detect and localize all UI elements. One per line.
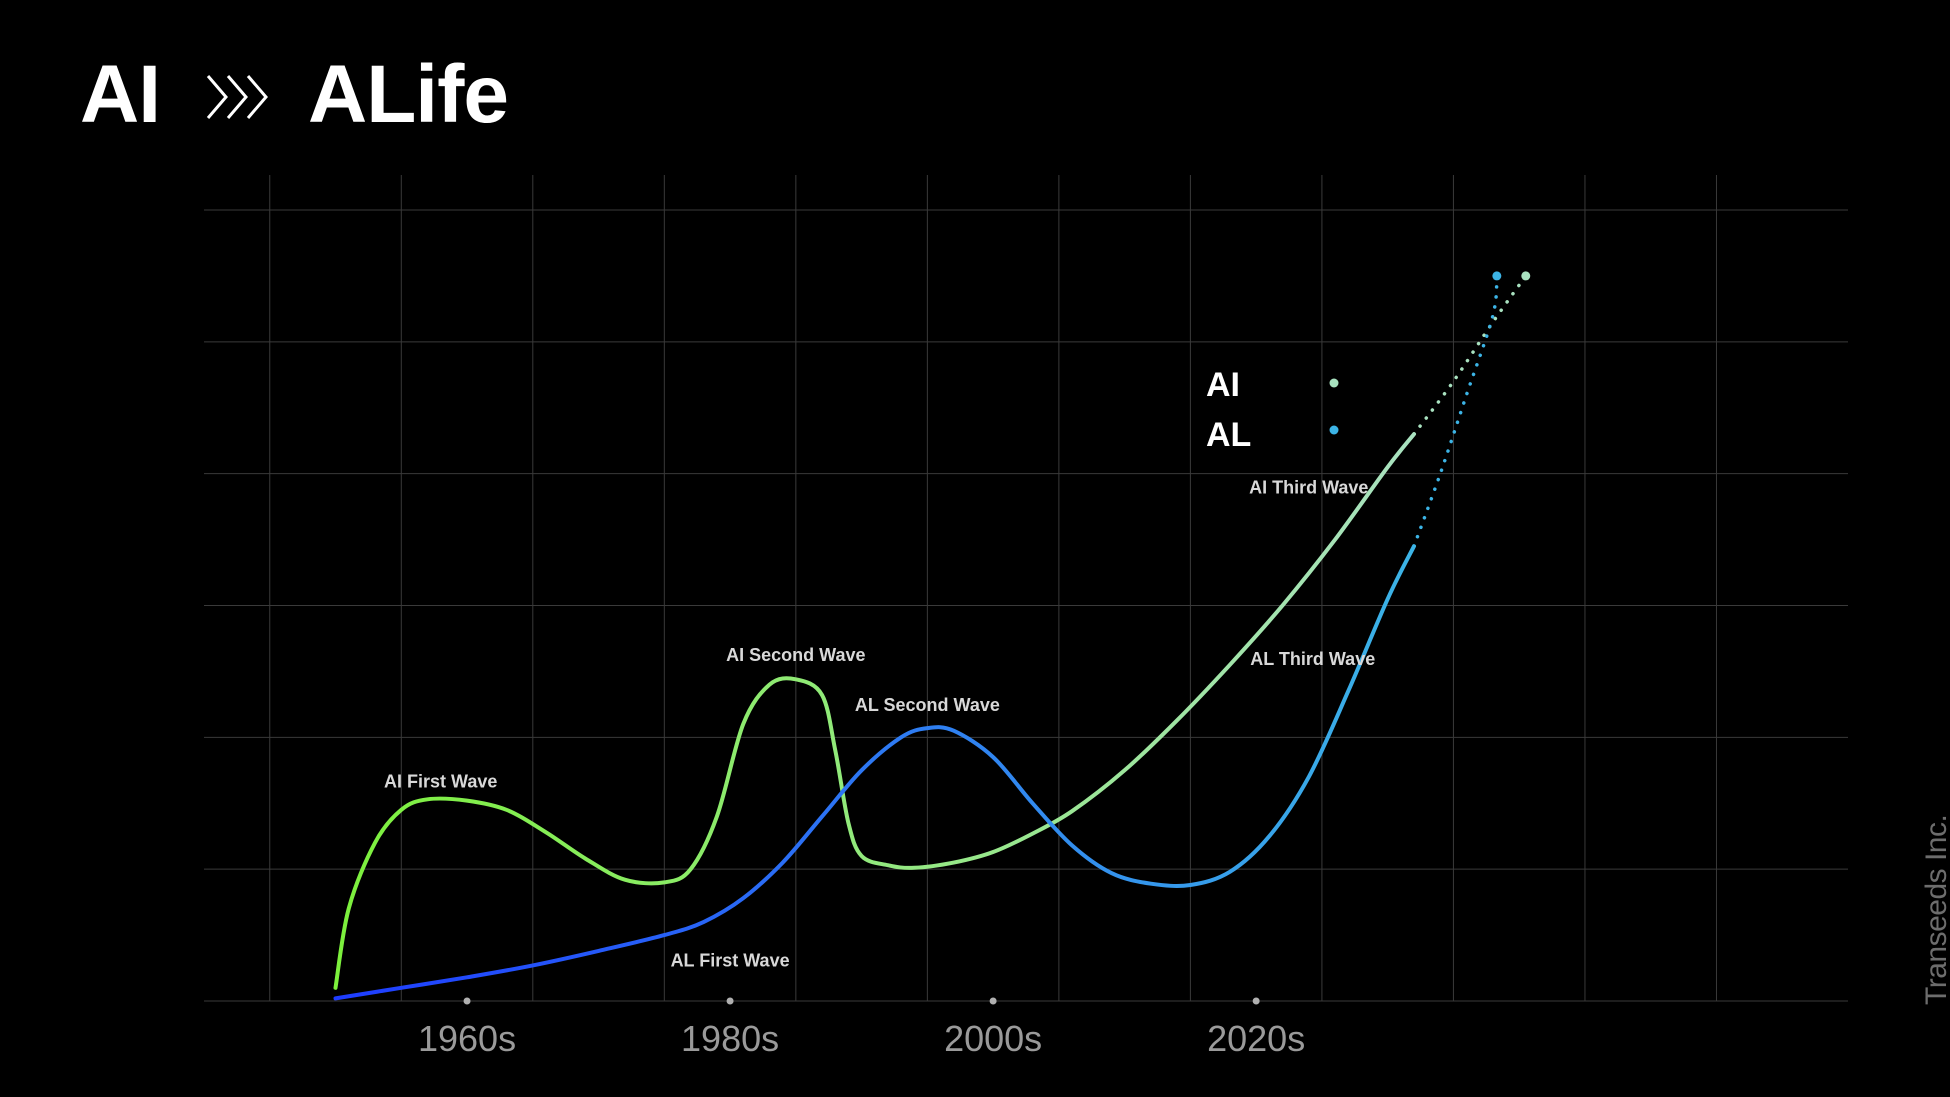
- title-alife: ALife: [308, 49, 509, 140]
- series-line-ai: [333, 432, 1416, 990]
- wave-label: AI Third Wave: [1249, 477, 1368, 497]
- x-tick-mark: [463, 997, 471, 1005]
- wave-label: AI Second Wave: [726, 645, 865, 665]
- x-axis: 1960s 1980s 2000s 2020s: [418, 997, 1305, 1059]
- page-title: AI ALife: [80, 40, 509, 150]
- chart-series: [333, 271, 1531, 1001]
- series-endpoint-ai: [1521, 271, 1531, 281]
- x-tick-mark: [989, 997, 997, 1005]
- chart-annotations: AI First Wave AI Second Wave AL Second Wav…: [384, 477, 1375, 970]
- wave-label: AL Second Wave: [855, 695, 1000, 715]
- series-endpoint-al: [1492, 271, 1502, 281]
- triple-chevron-right-icon: [206, 48, 272, 142]
- series-projection-al: [1412, 274, 1499, 548]
- wave-label: AI First Wave: [384, 771, 497, 791]
- legend-label-al: AL: [1206, 416, 1251, 454]
- series-line-al: [333, 544, 1416, 1001]
- series-projection-ai: [1412, 274, 1528, 436]
- brand-watermark: Transeeds Inc.: [1920, 814, 1950, 1005]
- legend-dot-al: [1329, 425, 1339, 435]
- chart-legend: AI AL: [1206, 366, 1339, 454]
- wave-label: AL First Wave: [671, 951, 790, 971]
- x-tick-label: 1960s: [418, 1018, 516, 1059]
- legend-dot-ai: [1329, 378, 1339, 388]
- x-tick-label: 2020s: [1207, 1018, 1305, 1059]
- wave-label: AL Third Wave: [1250, 649, 1375, 669]
- title-ai: AI: [80, 49, 161, 140]
- x-tick-mark: [726, 997, 734, 1005]
- x-tick-mark: [1252, 997, 1260, 1005]
- legend-label-ai: AI: [1206, 366, 1240, 404]
- x-tick-label: 1980s: [681, 1018, 779, 1059]
- chart-grid: [204, 175, 1848, 1002]
- x-tick-label: 2000s: [944, 1018, 1042, 1059]
